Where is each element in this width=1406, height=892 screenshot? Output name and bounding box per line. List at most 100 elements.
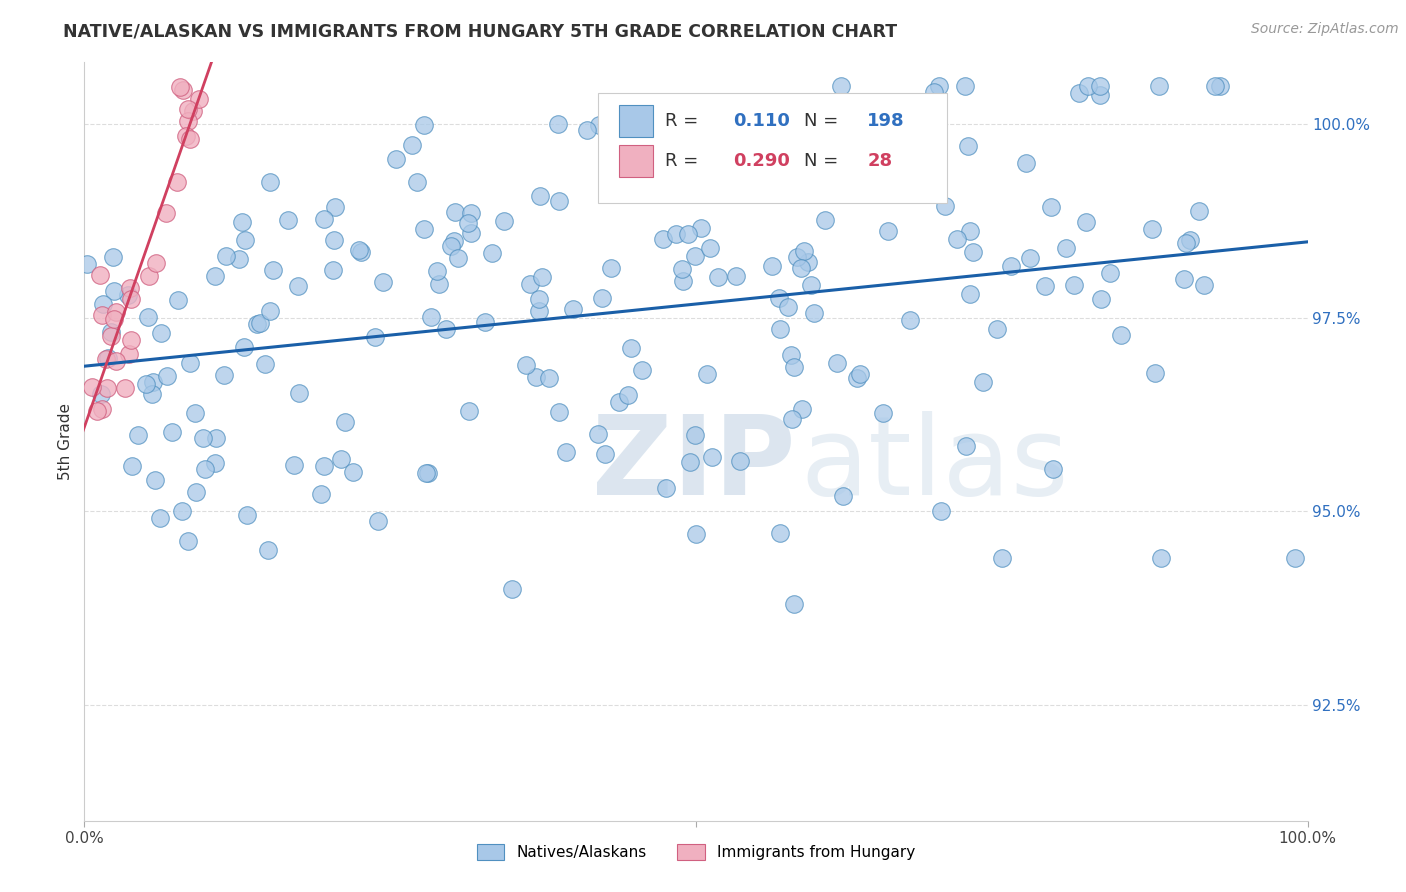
Point: [1039, 201, 1062, 215]
Point: [371, 275, 394, 289]
Point: [312, 459, 335, 474]
Point: [149, 510, 172, 524]
Point: [481, 245, 503, 260]
Point: [367, 514, 389, 528]
Point: [1140, 222, 1163, 236]
Point: [593, 446, 616, 460]
Point: [588, 118, 610, 132]
Point: [176, 533, 198, 548]
Point: [586, 426, 609, 441]
Point: [529, 292, 551, 306]
Point: [114, 381, 136, 395]
Point: [1018, 251, 1040, 265]
Point: [160, 425, 183, 439]
Text: Source: ZipAtlas.com: Source: ZipAtlas.com: [1251, 22, 1399, 37]
Point: [1042, 461, 1064, 475]
Point: [652, 232, 675, 246]
Point: [415, 466, 437, 480]
Point: [257, 542, 280, 557]
Point: [418, 467, 440, 481]
Point: [177, 102, 200, 116]
Point: [76, 257, 98, 271]
Point: [655, 481, 678, 495]
Point: [187, 92, 209, 106]
Point: [440, 239, 463, 253]
Point: [685, 527, 707, 541]
Point: [676, 227, 699, 241]
Text: NATIVE/ALASKAN VS IMMIGRANTS FROM HUNGARY 5TH GRADE CORRELATION CHART: NATIVE/ALASKAN VS IMMIGRANTS FROM HUNGAR…: [63, 22, 897, 40]
Point: [138, 268, 160, 283]
Point: [347, 243, 370, 257]
Point: [768, 291, 790, 305]
Point: [82, 380, 104, 394]
Point: [1067, 86, 1090, 100]
Point: [325, 200, 347, 214]
Point: [1178, 233, 1201, 247]
Point: [502, 582, 524, 596]
Point: [236, 508, 259, 522]
Point: [283, 458, 305, 472]
Point: [167, 293, 190, 307]
Point: [928, 78, 950, 93]
Point: [254, 357, 277, 371]
Point: [972, 376, 994, 390]
Point: [671, 262, 693, 277]
Point: [527, 304, 550, 318]
Point: [959, 224, 981, 238]
Point: [215, 249, 238, 263]
Bar: [619, 105, 654, 136]
Point: [447, 251, 470, 265]
Point: [769, 525, 792, 540]
Point: [103, 284, 125, 298]
Point: [121, 459, 143, 474]
Point: [683, 428, 706, 442]
Point: [877, 223, 900, 237]
Point: [193, 431, 215, 445]
Point: [335, 416, 357, 430]
Point: [443, 234, 465, 248]
Point: [555, 445, 578, 459]
Text: 28: 28: [868, 152, 893, 170]
Point: [105, 354, 128, 368]
Point: [277, 212, 299, 227]
Point: [309, 487, 332, 501]
Point: [342, 466, 364, 480]
Point: [769, 322, 792, 336]
Text: ZIP: ZIP: [592, 411, 796, 517]
Bar: [619, 145, 654, 177]
Point: [460, 227, 482, 241]
Point: [631, 363, 654, 377]
Point: [761, 259, 783, 273]
Point: [177, 114, 200, 128]
Point: [427, 277, 450, 291]
Point: [1098, 267, 1121, 281]
Legend: Natives/Alaskans, Immigrants from Hungary: Natives/Alaskans, Immigrants from Hungar…: [471, 838, 921, 866]
Point: [645, 149, 668, 163]
Point: [86, 403, 108, 417]
Point: [136, 310, 159, 324]
Point: [212, 368, 235, 382]
Point: [156, 369, 179, 384]
Point: [515, 358, 537, 372]
Point: [194, 462, 217, 476]
Point: [118, 347, 141, 361]
Point: [141, 386, 163, 401]
Point: [548, 405, 571, 419]
Point: [233, 233, 256, 247]
Point: [634, 173, 657, 187]
Point: [329, 452, 352, 467]
Point: [900, 160, 922, 174]
Point: [460, 206, 482, 220]
Point: [1204, 78, 1226, 93]
Point: [817, 161, 839, 176]
Point: [183, 406, 205, 420]
Point: [97, 351, 120, 366]
Text: 0.110: 0.110: [733, 112, 790, 130]
Point: [172, 504, 194, 518]
Point: [782, 412, 804, 426]
Text: 198: 198: [868, 112, 905, 130]
FancyBboxPatch shape: [598, 93, 946, 202]
Point: [679, 455, 702, 469]
Point: [610, 164, 633, 178]
Point: [846, 370, 869, 384]
